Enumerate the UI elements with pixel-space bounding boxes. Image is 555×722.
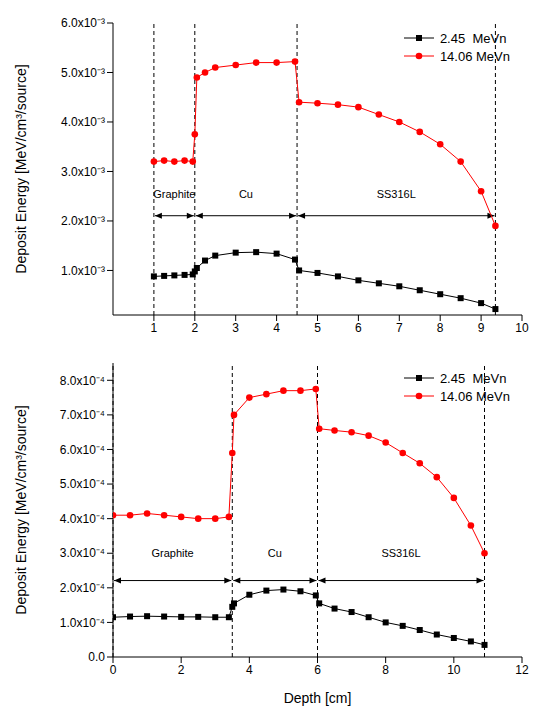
svg-text:Graphite: Graphite (153, 188, 195, 200)
svg-text:Depth [cm]: Depth [cm] (284, 690, 352, 706)
svg-text:3.0x10⁻⁴: 3.0x10⁻⁴ (60, 546, 105, 560)
svg-text:5.0x10⁻³: 5.0x10⁻³ (61, 66, 105, 80)
svg-text:4.0x10⁻⁴: 4.0x10⁻⁴ (60, 512, 105, 526)
svg-text:3: 3 (232, 321, 239, 335)
svg-text:9: 9 (478, 321, 485, 335)
svg-text:SS316L: SS316L (377, 188, 416, 200)
svg-text:8: 8 (382, 663, 389, 677)
svg-text:Graphite: Graphite (152, 547, 194, 559)
svg-text:5: 5 (314, 321, 321, 335)
svg-text:6: 6 (314, 663, 321, 677)
svg-text:12: 12 (515, 663, 529, 677)
svg-text:2: 2 (178, 663, 185, 677)
svg-text:1.0x10⁻⁴: 1.0x10⁻⁴ (60, 616, 105, 630)
svg-text:0.0: 0.0 (88, 650, 105, 664)
svg-text:1.0x10⁻³: 1.0x10⁻³ (61, 264, 105, 278)
svg-text:0: 0 (110, 663, 117, 677)
svg-text:2.0x10⁻³: 2.0x10⁻³ (61, 214, 105, 228)
svg-text:2: 2 (191, 321, 198, 335)
svg-text:Deposit Energy [MeV/cm³/source: Deposit Energy [MeV/cm³/source] (13, 405, 29, 614)
svg-text:3.0x10⁻³: 3.0x10⁻³ (61, 165, 105, 179)
svg-text:1: 1 (151, 321, 158, 335)
svg-text:Cu: Cu (268, 547, 282, 559)
svg-text:8.0x10⁻⁴: 8.0x10⁻⁴ (60, 374, 105, 388)
svg-text:6.0x10⁻⁴: 6.0x10⁻⁴ (60, 443, 105, 457)
svg-text:7.0x10⁻⁴: 7.0x10⁻⁴ (60, 408, 105, 422)
svg-text:10: 10 (515, 321, 529, 335)
svg-text:6.0x10⁻³: 6.0x10⁻³ (61, 16, 105, 30)
html-text:2.45 MeVn: 2.45 MeVn (439, 30, 507, 46)
html-text:14.06 MeVn: 14.06 MeVn (439, 48, 510, 64)
svg-text:4: 4 (273, 321, 280, 335)
html-text:14.06 MeVn: 14.06 MeVn (439, 388, 510, 404)
svg-text:6: 6 (355, 321, 362, 335)
svg-text:2.0x10⁻⁴: 2.0x10⁻⁴ (60, 581, 105, 595)
svg-text:SS316L: SS316L (381, 547, 420, 559)
svg-text:7: 7 (396, 321, 403, 335)
svg-text:4: 4 (246, 663, 253, 677)
svg-text:Cu: Cu (239, 188, 253, 200)
svg-text:10: 10 (447, 663, 461, 677)
svg-text:8: 8 (437, 321, 444, 335)
svg-text:4.0x10⁻³: 4.0x10⁻³ (61, 115, 105, 129)
svg-text:Deposit Energy [MeV/cm³/source: Deposit Energy [MeV/cm³/source] (13, 64, 29, 273)
html-text:2.45 MeVn: 2.45 MeVn (439, 370, 507, 386)
svg-text:5.0x10⁻⁴: 5.0x10⁻⁴ (60, 477, 105, 491)
